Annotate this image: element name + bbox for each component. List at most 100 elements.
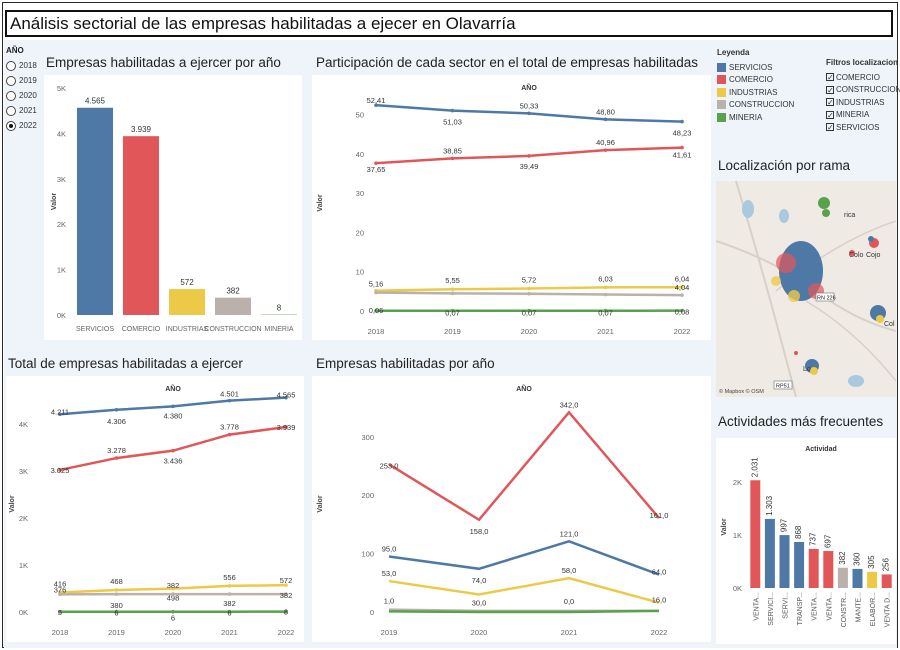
filter-item[interactable]: ✓ MINERIA — [826, 109, 900, 122]
bar[interactable] — [215, 297, 251, 315]
data-point[interactable] — [114, 408, 119, 412]
bar[interactable] — [867, 571, 878, 588]
data-point[interactable] — [374, 103, 378, 107]
data-point[interactable] — [114, 609, 119, 614]
data-label: 4.211 — [51, 407, 69, 416]
year-radio-2020[interactable]: 2020 — [6, 89, 37, 102]
data-point[interactable] — [227, 398, 232, 403]
radio-circle[interactable] — [6, 90, 16, 101]
data-point[interactable] — [171, 609, 175, 614]
data-point[interactable] — [171, 586, 175, 591]
bar[interactable] — [169, 289, 205, 315]
data-point[interactable] — [450, 308, 455, 313]
bar[interactable] — [794, 541, 805, 588]
data-point[interactable] — [374, 308, 378, 313]
x-axis-label: AÑO — [516, 384, 532, 393]
series-line[interactable] — [388, 410, 660, 522]
x-tick-label: 2020 — [165, 628, 182, 637]
data-point[interactable] — [680, 285, 684, 290]
bar[interactable] — [823, 551, 834, 588]
series-line[interactable] — [388, 540, 660, 576]
filter-checkbox[interactable]: ✓ — [826, 73, 834, 83]
data-point[interactable] — [450, 108, 455, 113]
filter-checkbox[interactable]: ✓ — [826, 98, 834, 108]
data-point[interactable] — [284, 609, 288, 614]
data-point[interactable] — [114, 592, 119, 596]
data-point[interactable] — [58, 412, 62, 417]
data-point[interactable] — [603, 117, 608, 122]
filter-item[interactable]: ✓ CONSTRUCCION — [826, 84, 900, 97]
bar[interactable] — [808, 548, 819, 588]
radio-circle[interactable] — [6, 75, 16, 86]
data-point[interactable] — [58, 592, 62, 597]
data-point[interactable] — [603, 148, 608, 152]
filter-checkbox[interactable]: ✓ — [826, 110, 834, 120]
chart-total-enterprises: 0K 1K 2K 3K 4K Valor AÑO 2018 2019 2020 2021 2022 4.… — [9, 384, 295, 637]
year-radio-2021[interactable]: 2021 — [6, 104, 37, 117]
data-point[interactable] — [114, 456, 119, 460]
data-point[interactable] — [227, 584, 232, 588]
map-canvas[interactable]: rica Colo Cojo Col Lo RP51 RN 226 © Mapb… — [716, 181, 896, 397]
series-line[interactable] — [388, 609, 660, 614]
legend-item[interactable]: SERVICIOS — [717, 61, 794, 74]
bar[interactable] — [764, 518, 775, 588]
data-label: 382 — [167, 581, 180, 590]
data-point[interactable] — [450, 287, 455, 292]
data-point[interactable] — [603, 292, 608, 297]
series-line[interactable] — [388, 576, 660, 604]
legend-item[interactable]: INDUSTRIAS — [717, 86, 794, 99]
data-point[interactable] — [374, 290, 378, 295]
bar[interactable] — [750, 480, 761, 588]
data-point[interactable] — [527, 291, 531, 296]
data-point[interactable] — [227, 609, 232, 614]
data-point[interactable] — [171, 404, 175, 409]
data-point[interactable] — [527, 111, 531, 116]
data-point[interactable] — [227, 432, 232, 437]
filter-checkbox[interactable]: ✓ — [826, 123, 834, 133]
year-radio-2018[interactable]: 2018 — [6, 59, 37, 72]
data-point[interactable] — [450, 291, 455, 296]
bar[interactable] — [837, 567, 848, 588]
radio-circle[interactable] — [6, 105, 16, 116]
bar[interactable] — [881, 574, 892, 588]
data-point[interactable] — [171, 448, 175, 453]
location-map[interactable]: rica Colo Cojo Col Lo RP51 RN 226 © Mapb… — [716, 181, 896, 397]
bar[interactable] — [852, 568, 863, 588]
data-point[interactable] — [527, 308, 531, 313]
data-point[interactable] — [284, 395, 288, 400]
bar[interactable] — [123, 136, 159, 315]
data-point[interactable] — [58, 609, 62, 614]
bar[interactable] — [779, 535, 790, 588]
data-point[interactable] — [680, 145, 684, 150]
filter-item[interactable]: ✓ COMERCIO — [826, 71, 900, 84]
data-point[interactable] — [527, 286, 531, 291]
data-point[interactable] — [284, 583, 288, 587]
year-radio-2019[interactable]: 2019 — [6, 74, 37, 87]
data-point[interactable] — [680, 293, 684, 297]
year-radio-2022[interactable]: 2022 — [6, 119, 37, 132]
data-point[interactable] — [603, 285, 608, 290]
data-point[interactable] — [227, 592, 232, 596]
data-point[interactable] — [58, 468, 62, 472]
data-point[interactable] — [374, 161, 378, 165]
filter-checkbox[interactable]: ✓ — [826, 85, 834, 95]
y-tick-label: 0 — [370, 608, 374, 617]
filter-item[interactable]: ✓ INDUSTRIAS — [826, 96, 900, 109]
data-point[interactable] — [680, 308, 684, 313]
legend-item[interactable]: CONSTRUCCION — [717, 99, 794, 112]
data-label: 39,49 — [520, 162, 539, 171]
data-point[interactable] — [284, 592, 288, 596]
legend-item[interactable]: COMERCIO — [717, 74, 794, 87]
filter-item[interactable]: ✓ SERVICIOS — [826, 121, 900, 134]
data-point[interactable] — [603, 308, 608, 313]
legend-item[interactable]: MINERIA — [717, 111, 794, 124]
data-point[interactable] — [284, 425, 288, 429]
data-point[interactable] — [527, 154, 531, 158]
radio-circle[interactable] — [6, 120, 16, 131]
data-point[interactable] — [450, 156, 455, 161]
radio-circle[interactable] — [6, 60, 16, 71]
data-point[interactable] — [114, 588, 119, 592]
data-point[interactable] — [171, 592, 175, 596]
data-point[interactable] — [680, 119, 684, 124]
bar[interactable] — [77, 107, 113, 316]
